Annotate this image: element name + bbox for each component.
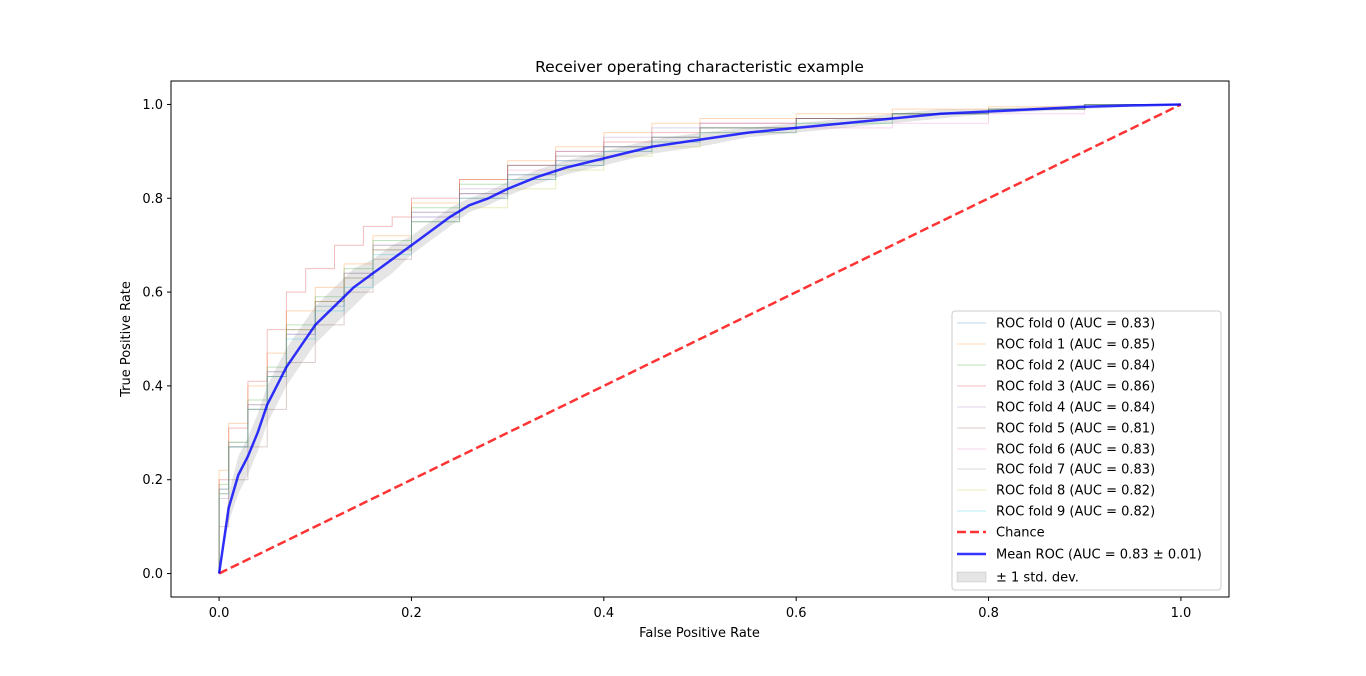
roc-fold-4-line	[218, 104, 1181, 574]
legend-label: ROC fold 6 (AUC = 0.83)	[996, 443, 1155, 458]
legend-swatch-std-dev	[956, 571, 987, 583]
legend-label: ROC fold 3 (AUC = 0.86)	[996, 380, 1155, 395]
y-axis-label: True Positive Rate	[119, 281, 134, 398]
x-tick-label: 0.4	[593, 606, 614, 621]
roc-fold-6-line	[218, 104, 1181, 574]
roc-fold-3-line	[218, 104, 1181, 574]
legend-label: ROC fold 5 (AUC = 0.81)	[996, 422, 1155, 437]
y-tick-label: 0.2	[142, 473, 163, 488]
roc-fold-0-line	[218, 104, 1181, 574]
legend-label: Chance	[996, 526, 1045, 541]
x-tick-label: 0.0	[209, 606, 230, 621]
legend-label: ROC fold 2 (AUC = 0.84)	[996, 359, 1155, 374]
legend-label: ROC fold 9 (AUC = 0.82)	[996, 505, 1155, 520]
x-tick-label: 0.8	[978, 606, 999, 621]
y-tick-label: 0.8	[142, 192, 163, 207]
roc-fold-9-line	[218, 104, 1181, 574]
legend-label: ROC fold 0 (AUC = 0.83)	[996, 317, 1155, 332]
roc-fold-5-line	[218, 104, 1181, 574]
y-tick-label: 1.0	[142, 98, 163, 113]
y-tick-label: 0.6	[142, 286, 163, 301]
legend-label: ROC fold 7 (AUC = 0.83)	[996, 463, 1155, 478]
roc-fold-1-line	[218, 104, 1181, 574]
y-axis: 0.0 0.2 0.4 0.6 0.8 1.0	[142, 98, 171, 582]
legend-label: ROC fold 4 (AUC = 0.84)	[996, 401, 1155, 416]
legend-label: ROC fold 8 (AUC = 0.82)	[996, 484, 1155, 499]
legend-label: ± 1 std. dev.	[996, 571, 1079, 586]
mean-roc-line	[217, 103, 1181, 574]
roc-fold-2-line	[218, 104, 1181, 574]
x-tick-label: 0.6	[786, 606, 807, 621]
plot-area	[217, 103, 1182, 575]
y-tick-label: 0.4	[142, 379, 163, 394]
legend: ROC fold 0 (AUC = 0.83) ROC fold 1 (AUC =…	[951, 310, 1222, 591]
x-axis-label: False Positive Rate	[639, 626, 760, 641]
axes-frame	[170, 80, 1230, 598]
y-tick-label: 0.0	[142, 567, 163, 582]
legend-label: ROC fold 1 (AUC = 0.85)	[996, 338, 1155, 353]
chart-title: Receiver operating characteristic exampl…	[535, 58, 864, 76]
legend-label: Mean ROC (AUC = 0.83 ± 0.01)	[996, 548, 1202, 563]
roc-fold-7-line	[218, 104, 1181, 574]
x-tick-label: 0.2	[401, 606, 422, 621]
roc-fold-8-line	[218, 104, 1181, 574]
x-tick-label: 1.0	[1171, 606, 1192, 621]
legend-box	[951, 310, 1222, 591]
chance-line	[218, 103, 1182, 575]
x-axis: 0.0 0.2 0.4 0.6 0.8 1.0	[209, 597, 1192, 621]
